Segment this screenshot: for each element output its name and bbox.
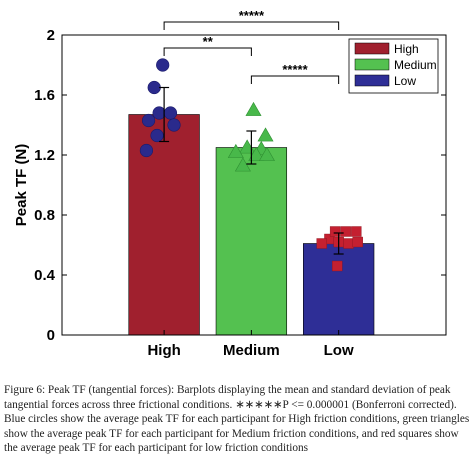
point-medium-1: [245, 101, 262, 116]
significance-label-1: *****: [282, 62, 308, 77]
error-bars: [159, 86, 344, 255]
y-tick-label-0: 0: [47, 327, 55, 344]
point-low-8: [332, 260, 343, 272]
legend-swatch-2: [354, 74, 390, 87]
point-high-2: [141, 113, 156, 128]
y-axis-ticks: 0 0.4 0.8 1.2 1.6 2: [34, 27, 446, 344]
peak-tf-bar-chart: 00.40.81.21.62 High Medium Low ***********…: [13, 8, 447, 359]
point-high-4: [163, 106, 178, 120]
point-medium-5: [248, 146, 265, 161]
point-medium-0: [239, 139, 256, 154]
point-high-7: [139, 143, 154, 158]
bar-medium: [215, 147, 288, 336]
significance-label-2: *****: [239, 8, 265, 23]
point-low-6: [343, 238, 354, 249]
point-medium-2: [257, 127, 274, 142]
bar-low: [303, 243, 375, 336]
y-tick-label-5: 2: [47, 27, 55, 44]
point-low-2: [340, 226, 351, 237]
legend-swatch-0: [354, 42, 390, 55]
point-low-7: [352, 236, 363, 248]
point-low-3: [351, 226, 362, 237]
point-medium-4: [227, 143, 244, 158]
point-medium-7: [258, 146, 275, 161]
legend-label-2: Low: [394, 74, 416, 88]
significance-bracket-2: [163, 21, 340, 30]
significance-bracket-1: [250, 75, 340, 84]
y-tick-label-4: 1.6: [34, 87, 55, 104]
y-tick-label-2: 0.8: [34, 207, 55, 224]
point-low-1: [329, 226, 341, 237]
figure-caption: Figure 6: Peak TF (tangential forces): B…: [4, 384, 470, 455]
legend: High Medium Low: [348, 38, 439, 94]
bar-high: [128, 114, 200, 336]
significance-label-0: **: [203, 34, 214, 49]
point-high-5: [167, 118, 181, 132]
y-tick-label-1: 0.4: [34, 267, 56, 284]
x-tick-label-high: High: [147, 342, 180, 359]
point-high-0: [156, 58, 170, 72]
legend-label-1: Medium: [394, 58, 437, 72]
significance-bracket-0: [163, 47, 252, 56]
y-axis-title: Peak TF (N): [13, 144, 30, 227]
y-tick-label-3: 1.2: [34, 147, 55, 164]
legend-swatch-1: [354, 58, 390, 71]
legend-label-0: High: [394, 42, 419, 56]
plot-frame: [61, 34, 447, 336]
x-tick-label-medium: Medium: [223, 342, 280, 359]
significance-brackets: ************: [163, 8, 340, 84]
point-high-6: [150, 128, 164, 143]
point-high-1: [147, 80, 161, 95]
bars: [128, 114, 375, 336]
point-low-4: [316, 238, 327, 249]
participant-points: [139, 58, 363, 272]
axes: High Medium Low: [61, 34, 447, 359]
x-tick-label-low: Low: [324, 342, 354, 359]
